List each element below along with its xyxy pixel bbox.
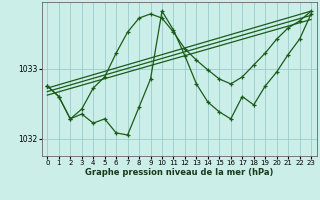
X-axis label: Graphe pression niveau de la mer (hPa): Graphe pression niveau de la mer (hPa) (85, 168, 273, 177)
